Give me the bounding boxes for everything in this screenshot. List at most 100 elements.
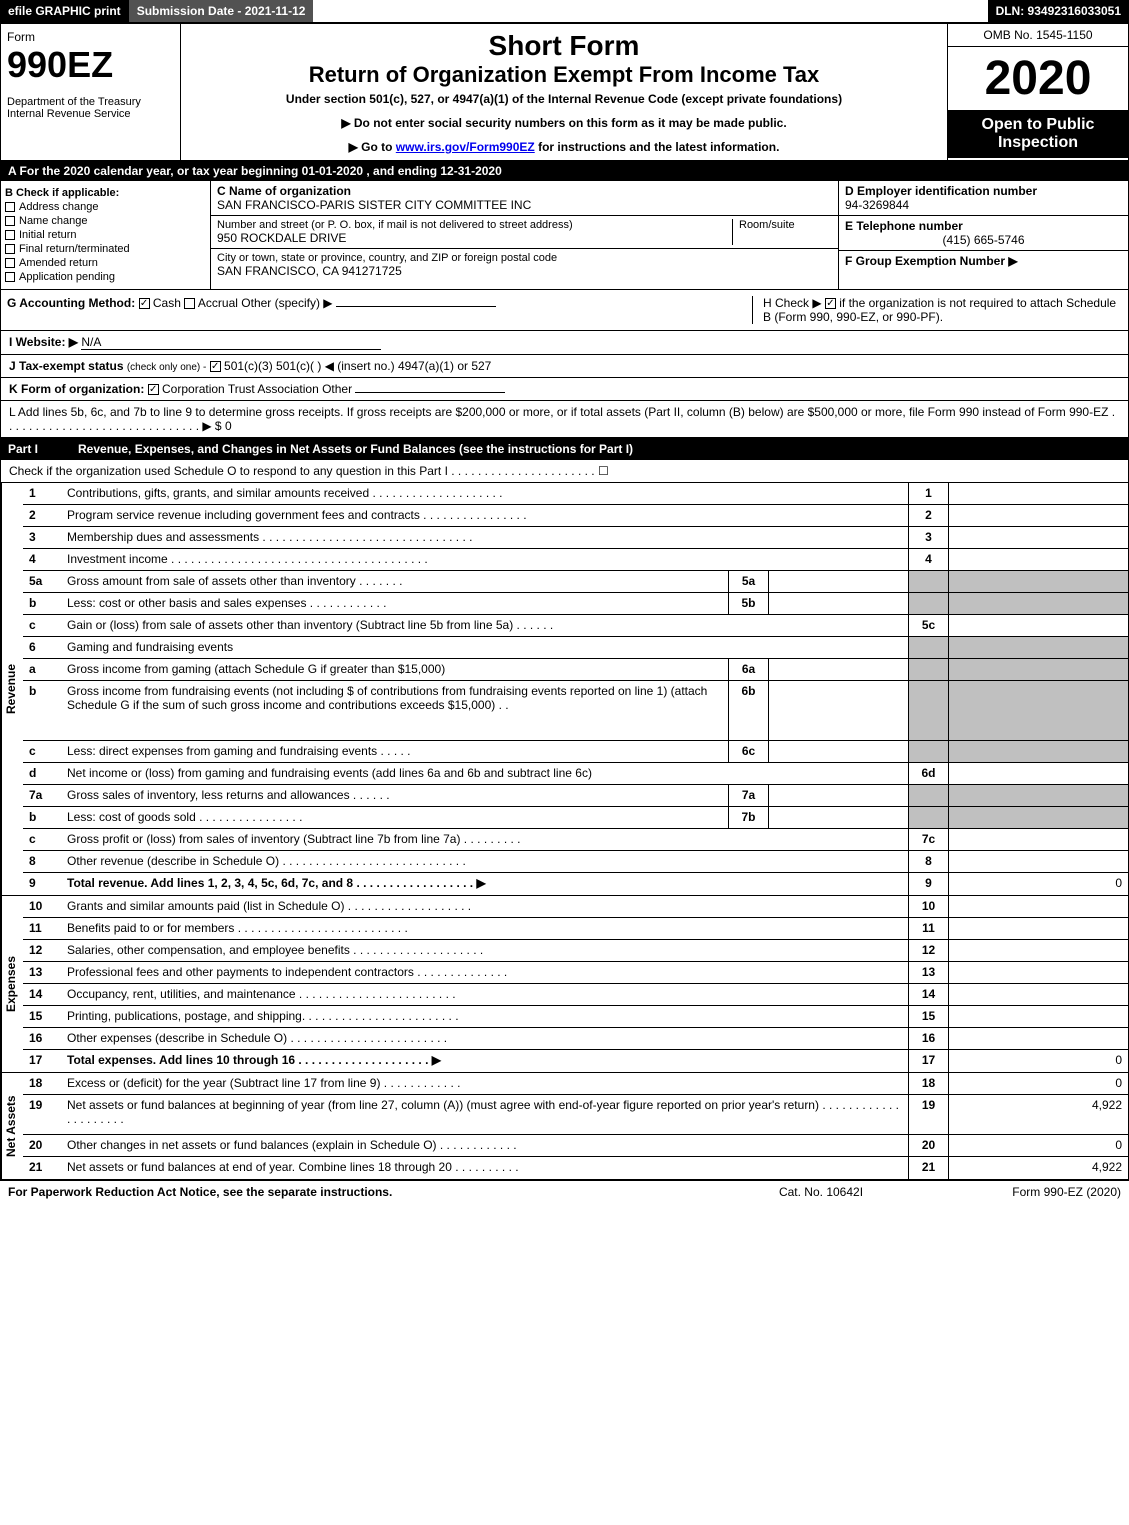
line-6b: bGross income from fundraising events (n… (23, 681, 1128, 741)
row-k: K Form of organization: Corporation Trus… (0, 378, 1129, 401)
line-14: 14Occupancy, rent, utilities, and mainte… (23, 984, 1128, 1006)
k-opts: Corporation Trust Association Other (162, 382, 352, 396)
row-a: A For the 2020 calendar year, or tax yea… (0, 161, 1129, 181)
footer-left: For Paperwork Reduction Act Notice, see … (8, 1185, 721, 1199)
omb-number: OMB No. 1545-1150 (948, 24, 1128, 47)
footer: For Paperwork Reduction Act Notice, see … (0, 1180, 1129, 1203)
cb-address-change[interactable]: Address change (5, 201, 206, 213)
part-1-header: Part I Revenue, Expenses, and Changes in… (0, 438, 1129, 460)
h-text: H Check ▶ (763, 296, 825, 310)
submission-date: Submission Date - 2021-11-12 (129, 0, 314, 22)
section-d-e-f: D Employer identification number 94-3269… (838, 181, 1128, 289)
line-5a: 5aGross amount from sale of assets other… (23, 571, 1128, 593)
cb-name-change[interactable]: Name change (5, 215, 206, 227)
org-city: SAN FRANCISCO, CA 941271725 (217, 264, 832, 278)
section-b-through-f: B Check if applicable: Address change Na… (0, 181, 1129, 290)
header-right: OMB No. 1545-1150 2020 Open to Public In… (948, 24, 1128, 160)
part-1-check: Check if the organization used Schedule … (0, 460, 1129, 483)
c-addr: Number and street (or P. O. box, if mail… (211, 216, 838, 249)
cb-schedule-b[interactable] (825, 298, 836, 309)
line-4: 4Investment income . . . . . . . . . . .… (23, 549, 1128, 571)
line-16: 16Other expenses (describe in Schedule O… (23, 1028, 1128, 1050)
line-5b: bLess: cost or other basis and sales exp… (23, 593, 1128, 615)
part-1-title: Revenue, Expenses, and Changes in Net As… (78, 442, 633, 456)
section-d: D Employer identification number 94-3269… (839, 181, 1128, 216)
notice-1: ▶ Do not enter social security numbers o… (187, 116, 941, 130)
c-name-label: C Name of organization (217, 184, 832, 198)
irs-link[interactable]: www.irs.gov/Form990EZ (396, 140, 535, 154)
section-g: G Accounting Method: Cash Accrual Other … (7, 296, 752, 324)
section-b: B Check if applicable: Address change Na… (1, 181, 211, 289)
cb-cash[interactable] (139, 298, 150, 309)
c-name: C Name of organization SAN FRANCISCO-PAR… (211, 181, 838, 216)
row-l: L Add lines 5b, 6c, and 7b to line 9 to … (0, 401, 1129, 438)
line-3: 3Membership dues and assessments . . . .… (23, 527, 1128, 549)
line-9: 9Total revenue. Add lines 1, 2, 3, 4, 5c… (23, 873, 1128, 895)
line-1: 1Contributions, gifts, grants, and simil… (23, 483, 1128, 505)
efile-label: efile GRAPHIC print (0, 0, 129, 22)
cb-accrual[interactable] (184, 298, 195, 309)
notice-2: ▶ Go to www.irs.gov/Form990EZ for instru… (187, 140, 941, 154)
line-6: 6Gaming and fundraising events (23, 637, 1128, 659)
main-title: Return of Organization Exempt From Incom… (187, 62, 941, 88)
website: N/A (81, 335, 381, 350)
row-i: I Website: ▶ N/A (0, 331, 1129, 355)
line-5c: cGain or (loss) from sale of assets othe… (23, 615, 1128, 637)
j-opts: 501(c)(3) 501(c)( ) ◀ (insert no.) 4947(… (224, 359, 491, 373)
line-2: 2Program service revenue including gover… (23, 505, 1128, 527)
tax-year: 2020 (948, 47, 1128, 110)
line-12: 12Salaries, other compensation, and empl… (23, 940, 1128, 962)
f-label: F Group Exemption Number ▶ (845, 254, 1018, 268)
net-assets-section: Net Assets 18Excess or (deficit) for the… (0, 1073, 1129, 1180)
line-13: 13Professional fees and other payments t… (23, 962, 1128, 984)
room-label: Room/suite (739, 219, 832, 231)
section-h: H Check ▶ if the organization is not req… (752, 296, 1122, 324)
j-label: J Tax-exempt status (9, 359, 124, 373)
k-label: K Form of organization: (9, 382, 144, 396)
line-21: 21Net assets or fund balances at end of … (23, 1157, 1128, 1179)
line-7a: 7aGross sales of inventory, less returns… (23, 785, 1128, 807)
c-city-label: City or town, state or province, country… (217, 252, 832, 264)
line-8: 8Other revenue (describe in Schedule O) … (23, 851, 1128, 873)
line-6a: aGross income from gaming (attach Schedu… (23, 659, 1128, 681)
top-bar: efile GRAPHIC print Submission Date - 20… (0, 0, 1129, 23)
line-6d: dNet income or (loss) from gaming and fu… (23, 763, 1128, 785)
line-6c: cLess: direct expenses from gaming and f… (23, 741, 1128, 763)
section-c: C Name of organization SAN FRANCISCO-PAR… (211, 181, 838, 289)
d-label: D Employer identification number (845, 184, 1122, 198)
line-11: 11Benefits paid to or for members . . . … (23, 918, 1128, 940)
cb-application-pending[interactable]: Application pending (5, 271, 206, 283)
footer-right: Form 990-EZ (2020) (921, 1185, 1121, 1199)
subtitle: Under section 501(c), 527, or 4947(a)(1)… (187, 92, 941, 106)
short-form-title: Short Form (187, 30, 941, 62)
row-g-h: G Accounting Method: Cash Accrual Other … (0, 290, 1129, 331)
c-city: City or town, state or province, country… (211, 249, 838, 281)
cb-amended-return[interactable]: Amended return (5, 257, 206, 269)
ein: 94-3269844 (845, 198, 1122, 212)
cb-final-return[interactable]: Final return/terminated (5, 243, 206, 255)
dept-label: Department of the Treasury Internal Reve… (7, 96, 174, 120)
cb-501c3[interactable] (210, 361, 221, 372)
phone: (415) 665-5746 (845, 233, 1122, 247)
org-name: SAN FRANCISCO-PARIS SISTER CITY COMMITTE… (217, 198, 832, 212)
expenses-label: Expenses (1, 896, 23, 1072)
form-label: Form (7, 30, 174, 44)
inspection-label: Open to Public Inspection (948, 110, 1128, 158)
footer-mid: Cat. No. 10642I (721, 1185, 921, 1199)
header-left: Form 990EZ Department of the Treasury In… (1, 24, 181, 160)
notice-2-pre: ▶ Go to (349, 140, 396, 154)
e-label: E Telephone number (845, 219, 1122, 233)
line-19: 19Net assets or fund balances at beginni… (23, 1095, 1128, 1135)
b-label: B Check if applicable: (5, 187, 206, 199)
org-addr: 950 ROCKDALE DRIVE (217, 231, 732, 245)
line-7c: cGross profit or (loss) from sales of in… (23, 829, 1128, 851)
cb-corporation[interactable] (148, 384, 159, 395)
line-10: 10Grants and similar amounts paid (list … (23, 896, 1128, 918)
g-label: G Accounting Method: (7, 296, 135, 310)
row-j: J Tax-exempt status (check only one) - 5… (0, 355, 1129, 378)
line-15: 15Printing, publications, postage, and s… (23, 1006, 1128, 1028)
section-e: E Telephone number (415) 665-5746 (839, 216, 1128, 251)
cb-initial-return[interactable]: Initial return (5, 229, 206, 241)
expenses-section: Expenses 10Grants and similar amounts pa… (0, 896, 1129, 1073)
i-label: I Website: ▶ (9, 335, 78, 349)
